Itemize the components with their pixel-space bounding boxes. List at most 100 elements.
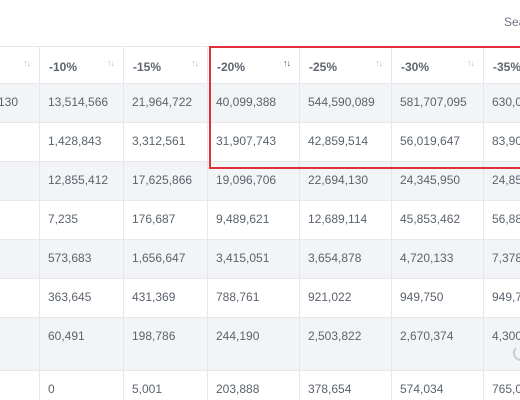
table-cell: 22,694,130 bbox=[300, 162, 392, 200]
sort-icon[interactable]: ↑↓ bbox=[467, 58, 475, 68]
cell-value: 949,750 bbox=[400, 290, 444, 304]
table-cell: 1,656,647 bbox=[124, 240, 208, 278]
cell-value: 4,300 bbox=[492, 329, 520, 343]
table-cell: 31,907,743 bbox=[208, 123, 300, 161]
cell-value: 7,235 bbox=[48, 212, 79, 226]
sort-icon[interactable]: ↑↓ bbox=[375, 58, 383, 68]
table-cell: 921,022 bbox=[300, 279, 392, 317]
cell-value: 56,88 bbox=[492, 212, 520, 226]
table-cell: 378,654 bbox=[300, 371, 392, 400]
cell-value: 4,720,133 bbox=[400, 251, 454, 265]
table-cell: 19,096,706 bbox=[208, 162, 300, 200]
cell-value: 45,853,462 bbox=[400, 212, 461, 226]
table-row[interactable]: 12,855,412 17,625,866 19,096,706 22,694,130… bbox=[0, 162, 520, 201]
search-label[interactable]: Sea bbox=[504, 15, 520, 29]
table-cell: 630,0 bbox=[484, 84, 520, 122]
table-cell: 0 bbox=[40, 371, 124, 400]
cell-value: 176,687 bbox=[132, 212, 176, 226]
table-cell: 1,428,843 bbox=[40, 123, 124, 161]
table-cell: 24,85 bbox=[484, 162, 520, 200]
header-col-0[interactable]: ↑↓ bbox=[0, 47, 40, 84]
cell-value: 244,190 bbox=[216, 329, 260, 343]
table-cell bbox=[0, 123, 40, 161]
header-label: -15% bbox=[133, 60, 162, 74]
sort-icon[interactable]: ↑↓ bbox=[23, 58, 31, 68]
cell-value: 12,689,114 bbox=[308, 212, 368, 226]
header-col-minus30[interactable]: -30% ↑↓ bbox=[392, 47, 484, 84]
cell-value: 203,888 bbox=[216, 382, 260, 396]
table-cell: 2,670,374 bbox=[392, 318, 484, 370]
table-cell: 83,90 bbox=[484, 123, 520, 161]
table-cell: 431,369 bbox=[124, 279, 208, 317]
table-cell: 788,761 bbox=[208, 279, 300, 317]
table-cell: 203,888 bbox=[208, 371, 300, 400]
cell-value: 3,654,878 bbox=[308, 251, 362, 265]
table-row[interactable]: 7,235 176,687 9,489,621 12,689,114 45,853,46… bbox=[0, 201, 520, 240]
table-cell: 765,0 bbox=[484, 371, 520, 400]
sort-icon-active[interactable]: ↑↓ bbox=[283, 58, 291, 68]
header-col-minus10[interactable]: -10% ↑↓ bbox=[40, 47, 124, 84]
cell-value: 60,491 bbox=[48, 329, 85, 343]
table-cell: 7,235 bbox=[40, 201, 124, 239]
table-cell: 60,491 bbox=[40, 318, 124, 370]
table-cell: 4,300 bbox=[484, 318, 520, 370]
table-cell: 198,786 bbox=[124, 318, 208, 370]
table-cell: 949,750 bbox=[392, 279, 484, 317]
table-cell: 244,190 bbox=[208, 318, 300, 370]
table-cell: 9,489,621 bbox=[208, 201, 300, 239]
cell-value: 765,0 bbox=[492, 382, 520, 396]
cell-value: 3,415,051 bbox=[216, 251, 270, 265]
sort-icon[interactable]: ↑↓ bbox=[107, 58, 115, 68]
loading-spinner-icon bbox=[513, 345, 520, 361]
table-cell: 12,855,412 bbox=[40, 162, 124, 200]
sort-icon[interactable]: ↑↓ bbox=[191, 58, 199, 68]
table-cell: 130 bbox=[0, 84, 40, 122]
cell-value: 1,428,843 bbox=[48, 134, 102, 148]
cell-value: 198,786 bbox=[132, 329, 176, 343]
header-label: -25% bbox=[309, 60, 338, 74]
table-cell: 42,859,514 bbox=[300, 123, 392, 161]
table-cell: 24,345,950 bbox=[392, 162, 484, 200]
cell-value: 17,625,866 bbox=[132, 173, 193, 187]
cell-value: 22,694,130 bbox=[308, 173, 369, 187]
cell-value: 363,645 bbox=[48, 290, 92, 304]
cell-value: 7,378 bbox=[492, 251, 520, 265]
cell-value: 0 bbox=[48, 382, 55, 396]
cell-value: 31,907,743 bbox=[216, 134, 277, 148]
table-row[interactable]: 1,428,843 3,312,561 31,907,743 42,859,514 56… bbox=[0, 123, 520, 162]
header-col-minus20[interactable]: -20% ↑↓ bbox=[208, 47, 300, 84]
table-row[interactable]: 60,491 198,786 244,190 2,503,822 2,670,374 4,… bbox=[0, 318, 520, 371]
header-col-minus25[interactable]: -25% ↑↓ bbox=[300, 47, 392, 84]
table-cell: 21,964,722 bbox=[124, 84, 208, 122]
table-cell: 7,378 bbox=[484, 240, 520, 278]
table-row[interactable]: 0 5,001 203,888 378,654 574,034 765,0 bbox=[0, 371, 520, 400]
table-cell: 949,7 bbox=[484, 279, 520, 317]
header-col-minus35[interactable]: -35% bbox=[484, 47, 520, 84]
cell-value: 949,7 bbox=[492, 290, 520, 304]
cell-value: 42,859,514 bbox=[308, 134, 369, 148]
header-col-minus15[interactable]: -15% ↑↓ bbox=[124, 47, 208, 84]
table-row[interactable]: 363,645 431,369 788,761 921,022 949,750 949,7 bbox=[0, 279, 520, 318]
table-cell: 17,625,866 bbox=[124, 162, 208, 200]
table-cell: 3,654,878 bbox=[300, 240, 392, 278]
cell-value: 19,096,706 bbox=[216, 173, 277, 187]
header-label: -30% bbox=[401, 60, 430, 74]
table-cell: 45,853,462 bbox=[392, 201, 484, 239]
cell-value: 13,514,566 bbox=[48, 95, 109, 109]
cell-value: 431,369 bbox=[132, 290, 176, 304]
table-row[interactable]: 130 13,514,566 21,964,722 40,099,388 544,590… bbox=[0, 84, 520, 123]
table-row[interactable]: 573,683 1,656,647 3,415,051 3,654,878 4,720,… bbox=[0, 240, 520, 279]
table-cell: 581,707,095 bbox=[392, 84, 484, 122]
header-label: -10% bbox=[49, 60, 78, 74]
cell-value: 921,022 bbox=[308, 290, 352, 304]
cell-value: 574,034 bbox=[400, 382, 444, 396]
table-cell bbox=[0, 279, 40, 317]
cell-value: 2,670,374 bbox=[400, 329, 454, 343]
header-label: -35% bbox=[493, 60, 520, 74]
table-cell: 56,019,647 bbox=[392, 123, 484, 161]
table-cell: 176,687 bbox=[124, 201, 208, 239]
cell-value: 630,0 bbox=[492, 95, 520, 109]
table-cell: 2,503,822 bbox=[300, 318, 392, 370]
cell-value: 2,503,822 bbox=[308, 329, 362, 343]
header-label: -20% bbox=[217, 60, 246, 74]
